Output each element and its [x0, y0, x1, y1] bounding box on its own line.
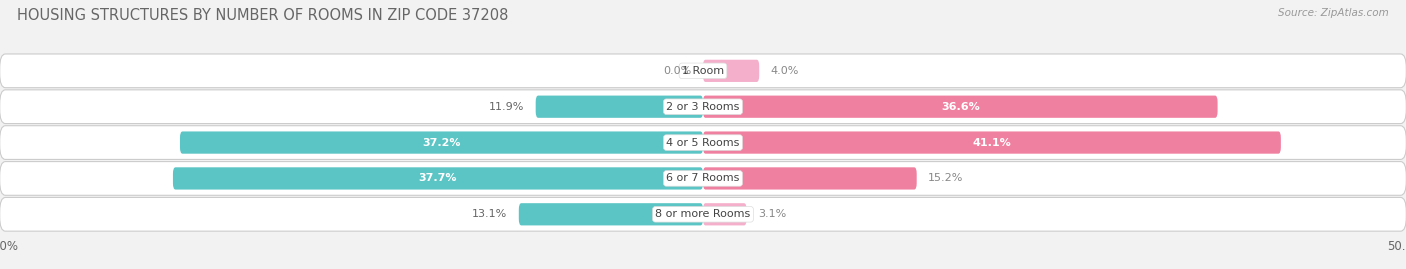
Text: 8 or more Rooms: 8 or more Rooms: [655, 209, 751, 219]
FancyBboxPatch shape: [536, 95, 703, 118]
Text: 37.7%: 37.7%: [419, 174, 457, 183]
Text: 11.9%: 11.9%: [489, 102, 524, 112]
FancyBboxPatch shape: [173, 167, 703, 190]
FancyBboxPatch shape: [0, 197, 1406, 231]
Text: 4.0%: 4.0%: [770, 66, 799, 76]
Text: 4 or 5 Rooms: 4 or 5 Rooms: [666, 137, 740, 148]
FancyBboxPatch shape: [180, 132, 703, 154]
Text: 15.2%: 15.2%: [928, 174, 963, 183]
FancyBboxPatch shape: [0, 162, 1406, 195]
Text: 0.0%: 0.0%: [664, 66, 692, 76]
FancyBboxPatch shape: [703, 132, 1281, 154]
Text: 37.2%: 37.2%: [422, 137, 461, 148]
Text: 13.1%: 13.1%: [472, 209, 508, 219]
FancyBboxPatch shape: [703, 60, 759, 82]
Text: 3.1%: 3.1%: [758, 209, 786, 219]
FancyBboxPatch shape: [0, 90, 1406, 123]
FancyBboxPatch shape: [519, 203, 703, 225]
FancyBboxPatch shape: [0, 126, 1406, 160]
Text: 36.6%: 36.6%: [941, 102, 980, 112]
Text: 41.1%: 41.1%: [973, 137, 1011, 148]
Text: 6 or 7 Rooms: 6 or 7 Rooms: [666, 174, 740, 183]
FancyBboxPatch shape: [703, 95, 1218, 118]
Text: 1 Room: 1 Room: [682, 66, 724, 76]
FancyBboxPatch shape: [703, 167, 917, 190]
Text: 2 or 3 Rooms: 2 or 3 Rooms: [666, 102, 740, 112]
Text: HOUSING STRUCTURES BY NUMBER OF ROOMS IN ZIP CODE 37208: HOUSING STRUCTURES BY NUMBER OF ROOMS IN…: [17, 8, 508, 23]
FancyBboxPatch shape: [703, 203, 747, 225]
FancyBboxPatch shape: [0, 54, 1406, 88]
Text: Source: ZipAtlas.com: Source: ZipAtlas.com: [1278, 8, 1389, 18]
